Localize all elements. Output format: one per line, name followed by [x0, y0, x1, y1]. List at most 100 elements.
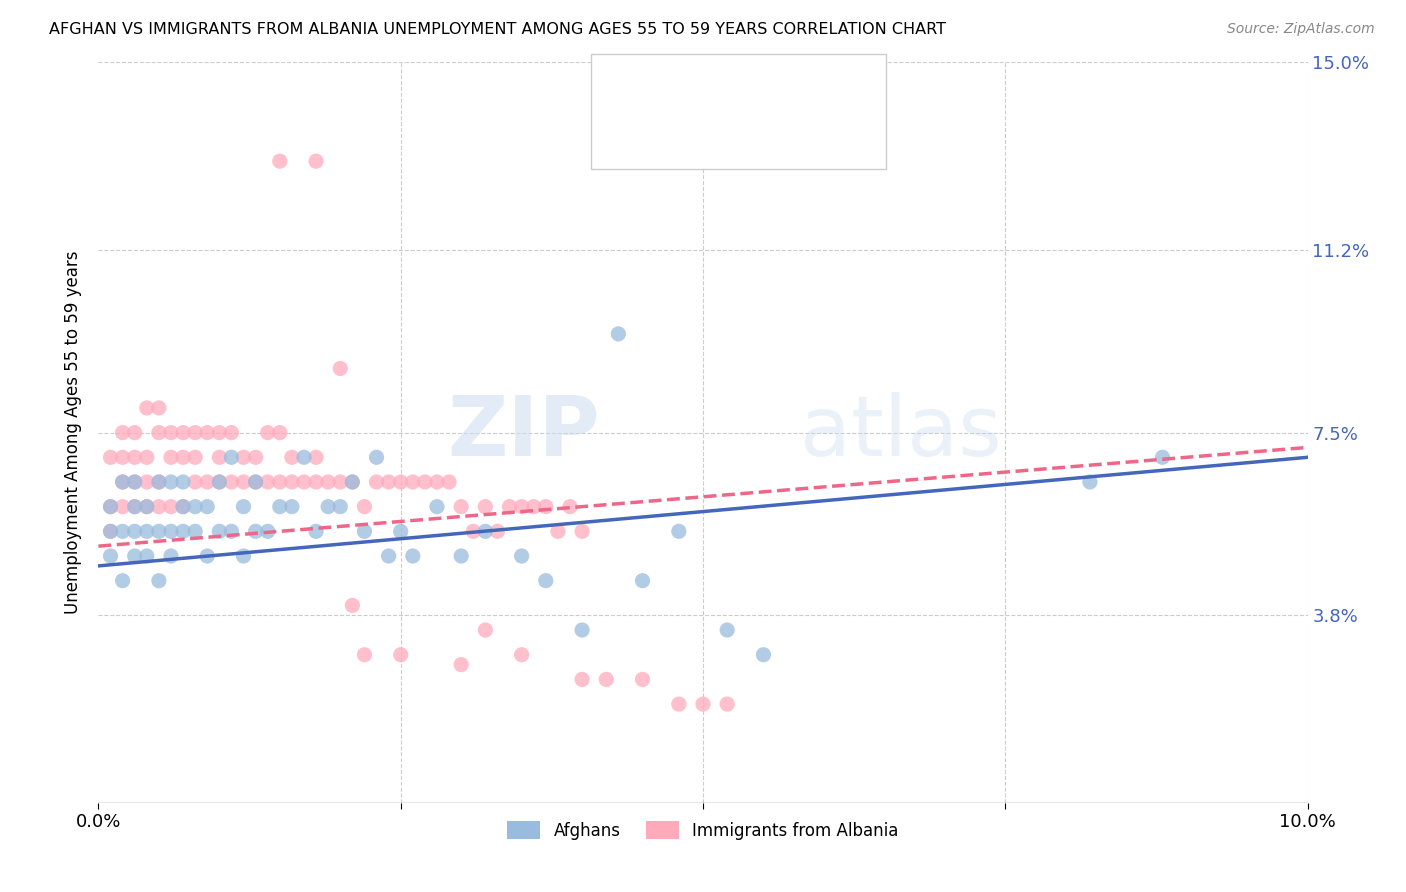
Point: [148, 524, 170, 539]
Point: [148, 500, 170, 514]
Point: [571, 673, 593, 687]
Point: [716, 697, 738, 711]
Point: [256, 524, 278, 539]
Point: [1152, 450, 1174, 465]
Point: [342, 475, 364, 489]
Point: [752, 648, 775, 662]
Point: [450, 549, 472, 563]
Point: [510, 500, 533, 514]
Point: [232, 500, 254, 514]
Point: [184, 450, 207, 465]
Point: [111, 475, 134, 489]
Point: [316, 475, 339, 489]
Point: [269, 154, 291, 169]
Point: [269, 425, 291, 440]
Point: [208, 524, 231, 539]
Point: [124, 500, 146, 514]
Point: [305, 475, 328, 489]
Point: [160, 524, 183, 539]
Point: [160, 475, 183, 489]
Point: [437, 475, 460, 489]
Text: AFGHAN VS IMMIGRANTS FROM ALBANIA UNEMPLOYMENT AMONG AGES 55 TO 59 YEARS CORRELA: AFGHAN VS IMMIGRANTS FROM ALBANIA UNEMPL…: [49, 22, 946, 37]
Point: [631, 673, 654, 687]
Point: [208, 425, 231, 440]
Point: [510, 549, 533, 563]
Point: [111, 500, 134, 514]
Text: ZIP: ZIP: [447, 392, 600, 473]
Point: [426, 475, 449, 489]
Point: [474, 623, 496, 637]
Point: [232, 450, 254, 465]
Point: [377, 475, 399, 489]
Point: [124, 549, 146, 563]
Point: [135, 549, 157, 563]
Point: [135, 500, 157, 514]
Point: [631, 574, 654, 588]
Text: 0.179: 0.179: [682, 78, 734, 95]
Point: [111, 450, 134, 465]
Point: [184, 500, 207, 514]
Point: [135, 524, 157, 539]
Point: [281, 450, 304, 465]
Bar: [600, 116, 637, 154]
Point: [195, 549, 218, 563]
Text: Source: ZipAtlas.com: Source: ZipAtlas.com: [1227, 22, 1375, 37]
Point: [208, 475, 231, 489]
Point: [571, 524, 593, 539]
Point: [305, 450, 328, 465]
Point: [184, 475, 207, 489]
Point: [135, 450, 157, 465]
Point: [172, 475, 194, 489]
Point: [292, 450, 315, 465]
Point: [135, 401, 157, 415]
Point: [172, 500, 194, 514]
Point: [389, 524, 412, 539]
Point: [534, 574, 557, 588]
Point: [668, 697, 690, 711]
Point: [160, 450, 183, 465]
Point: [148, 475, 170, 489]
Point: [377, 549, 399, 563]
Point: [124, 524, 146, 539]
Text: R =: R =: [645, 126, 682, 144]
Point: [353, 648, 375, 662]
Point: [245, 475, 267, 489]
Point: [474, 524, 496, 539]
Point: [148, 401, 170, 415]
Point: [607, 326, 630, 341]
Point: [595, 673, 617, 687]
Point: [160, 425, 183, 440]
Point: [111, 524, 134, 539]
Point: [100, 524, 122, 539]
Point: [195, 475, 218, 489]
Text: 60: 60: [794, 78, 817, 95]
Point: [353, 500, 375, 514]
Text: 0.101: 0.101: [682, 126, 734, 144]
Point: [292, 475, 315, 489]
Point: [245, 475, 267, 489]
Point: [426, 500, 449, 514]
Text: N =: N =: [761, 78, 797, 95]
Point: [486, 524, 509, 539]
Point: [221, 524, 243, 539]
Point: [353, 524, 375, 539]
Point: [413, 475, 436, 489]
Point: [450, 657, 472, 672]
Point: [195, 500, 218, 514]
Point: [329, 500, 352, 514]
Point: [256, 475, 278, 489]
Text: atlas: atlas: [800, 392, 1001, 473]
Legend: Afghans, Immigrants from Albania: Afghans, Immigrants from Albania: [501, 814, 905, 847]
Point: [184, 524, 207, 539]
Point: [269, 500, 291, 514]
Point: [245, 450, 267, 465]
Point: [148, 425, 170, 440]
Point: [111, 425, 134, 440]
Point: [534, 500, 557, 514]
Point: [342, 599, 364, 613]
Point: [450, 500, 472, 514]
Point: [100, 450, 122, 465]
Point: [305, 524, 328, 539]
Point: [463, 524, 485, 539]
Point: [571, 623, 593, 637]
